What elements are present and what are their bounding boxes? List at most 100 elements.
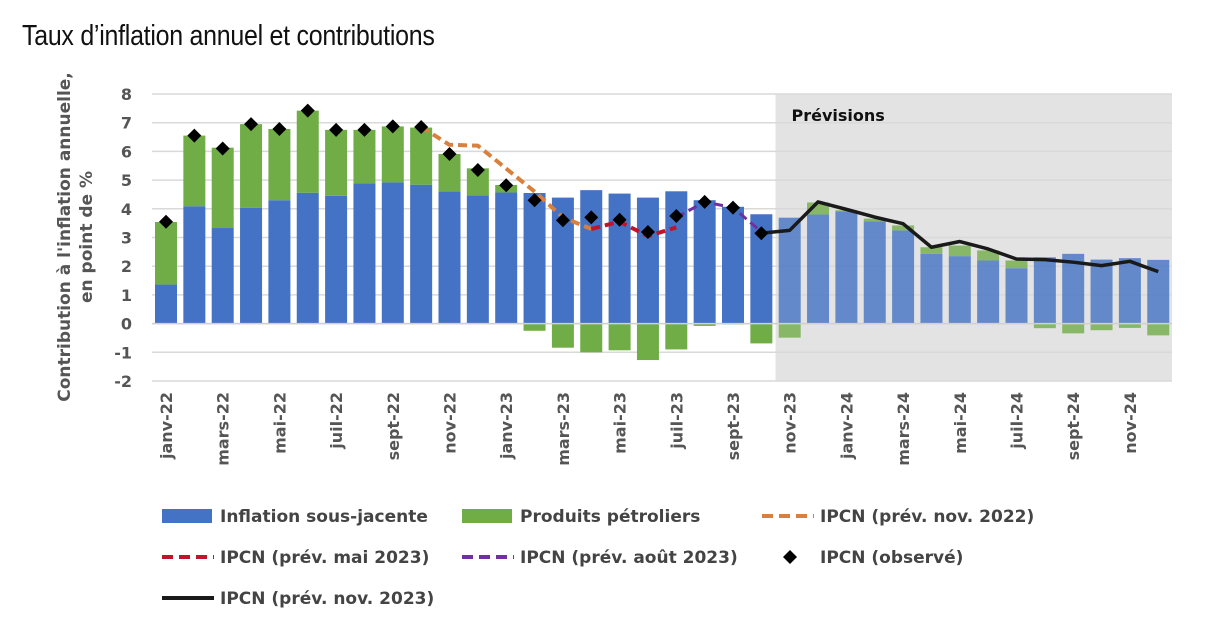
x-tick-label: juil-23 — [667, 392, 686, 450]
bar-produits-petroliers — [240, 124, 263, 208]
marker-ipcn-observe — [527, 193, 542, 208]
marker-ipcn-observe — [215, 141, 230, 156]
bar-inflation-sous-jacente — [268, 200, 291, 324]
bar-inflation-sous-jacente — [211, 228, 234, 324]
y-tick-label: -1 — [114, 343, 132, 362]
x-tick-label: mars-22 — [214, 392, 233, 466]
bar-inflation-sous-jacente — [353, 183, 376, 324]
bar-produits-petroliers — [636, 323, 659, 361]
bar-produits-petroliers — [268, 129, 291, 201]
bar-produits-petroliers — [1090, 323, 1113, 331]
marker-ipcn-observe — [159, 214, 173, 229]
x-tick-label: mai-24 — [951, 392, 970, 454]
bar-inflation-sous-jacente — [1033, 257, 1056, 324]
x-tick-label: mars-24 — [894, 392, 913, 466]
marker-ipcn-observe — [640, 225, 655, 240]
x-tick-label: sept-22 — [384, 392, 403, 460]
marker-ipcn-observe — [555, 213, 570, 228]
legend-label: Produits pétroliers — [520, 507, 700, 527]
bar-produits-petroliers — [580, 323, 603, 353]
x-tick-label: mars-23 — [554, 392, 573, 466]
bar-produits-petroliers — [466, 168, 489, 196]
legend-label: IPCN (prév. nov. 2022) — [820, 507, 1034, 527]
line-ipcn-prev-nov-2023 — [761, 200, 1159, 274]
bar-produits-petroliers — [353, 129, 376, 184]
bar-produits-petroliers — [778, 323, 801, 338]
bar-inflation-sous-jacente — [1147, 259, 1170, 324]
y-axis-label-line1: Contribution à l'inflation annuelle, — [55, 72, 75, 402]
bar-inflation-sous-jacente — [438, 191, 461, 324]
marker-ipcn-observe — [187, 128, 202, 143]
bar-inflation-sous-jacente — [1090, 259, 1113, 324]
y-tick-label: 2 — [121, 257, 132, 276]
y-tick-label: 7 — [121, 114, 132, 133]
bar-produits-petroliers — [750, 323, 773, 344]
bar-inflation-sous-jacente — [155, 284, 177, 324]
y-tick-label: 1 — [121, 286, 132, 305]
legend-swatch — [462, 509, 512, 523]
x-tick-label: nov-23 — [781, 392, 800, 454]
marker-ipcn-observe — [385, 119, 400, 134]
x-tick-label: juil-22 — [327, 392, 346, 450]
marker-ipcn-observe — [244, 117, 259, 132]
marker-ipcn-observe — [669, 208, 684, 223]
x-tick-label: janv-23 — [497, 392, 516, 460]
y-tick-label: 0 — [121, 315, 132, 334]
marker-ipcn-observe — [499, 178, 514, 193]
x-tick-label: janv-22 — [157, 392, 176, 460]
forecast-label: Prévisions — [792, 106, 885, 125]
bar-produits-petroliers — [948, 245, 971, 257]
bar-produits-petroliers — [920, 247, 943, 254]
bar-produits-petroliers — [1005, 260, 1028, 269]
bar-produits-petroliers — [1147, 323, 1170, 336]
bar-inflation-sous-jacente — [892, 230, 915, 324]
bar-produits-petroliers — [523, 323, 546, 331]
bar-produits-petroliers — [665, 323, 688, 350]
bar-inflation-sous-jacente — [1118, 258, 1141, 324]
bar-produits-petroliers — [410, 127, 433, 185]
marker-ipcn-observe — [414, 120, 429, 135]
bar-produits-petroliers — [183, 135, 206, 207]
x-tick-label: janv-24 — [837, 392, 856, 460]
bar-inflation-sous-jacente — [693, 200, 716, 324]
y-tick-label: 6 — [121, 142, 132, 161]
bar-inflation-sous-jacente — [325, 195, 348, 324]
legend-label: IPCN (prév. nov. 2023) — [220, 589, 434, 609]
bar-produits-petroliers — [551, 323, 574, 348]
x-tick-label: mai-23 — [611, 392, 630, 454]
bar-inflation-sous-jacente — [920, 253, 943, 324]
legend-label: IPCN (prév. mai 2023) — [220, 548, 429, 568]
bar-inflation-sous-jacente — [1005, 268, 1028, 324]
bar-inflation-sous-jacente — [778, 217, 801, 324]
marker-ipcn-observe — [612, 212, 627, 227]
marker-ipcn-observe — [697, 194, 712, 209]
marker-ipcn-observe — [272, 122, 287, 137]
marker-ipcn-observe — [300, 103, 315, 118]
bar-inflation-sous-jacente — [1062, 253, 1085, 324]
bar-inflation-sous-jacente — [183, 206, 206, 324]
bar-produits-petroliers — [155, 222, 177, 285]
bar-produits-petroliers — [977, 250, 1000, 261]
bar-inflation-sous-jacente — [835, 211, 858, 324]
bar-produits-petroliers — [1062, 323, 1085, 334]
legend-marker-icon — [783, 550, 797, 564]
bar-produits-petroliers — [211, 147, 234, 229]
bar-inflation-sous-jacente — [381, 182, 404, 324]
y-tick-label: -2 — [114, 372, 132, 391]
x-tick-label: sept-23 — [724, 392, 743, 460]
y-tick-label: 8 — [121, 85, 132, 104]
x-tick-label: juil-24 — [1008, 392, 1027, 450]
bar-produits-petroliers — [381, 126, 404, 183]
marker-ipcn-observe — [754, 226, 769, 241]
bar-inflation-sous-jacente — [523, 193, 546, 324]
bar-produits-petroliers — [296, 110, 319, 193]
marker-ipcn-observe — [584, 210, 599, 225]
bar-produits-petroliers — [863, 218, 886, 222]
y-tick-label: 5 — [121, 171, 132, 190]
bar-inflation-sous-jacente — [863, 221, 886, 324]
bar-produits-petroliers — [693, 323, 716, 326]
legend-label: Inflation sous-jacente — [220, 507, 428, 527]
bar-produits-petroliers — [1118, 323, 1141, 328]
marker-ipcn-observe — [357, 122, 372, 137]
bar-produits-petroliers — [1033, 323, 1056, 329]
